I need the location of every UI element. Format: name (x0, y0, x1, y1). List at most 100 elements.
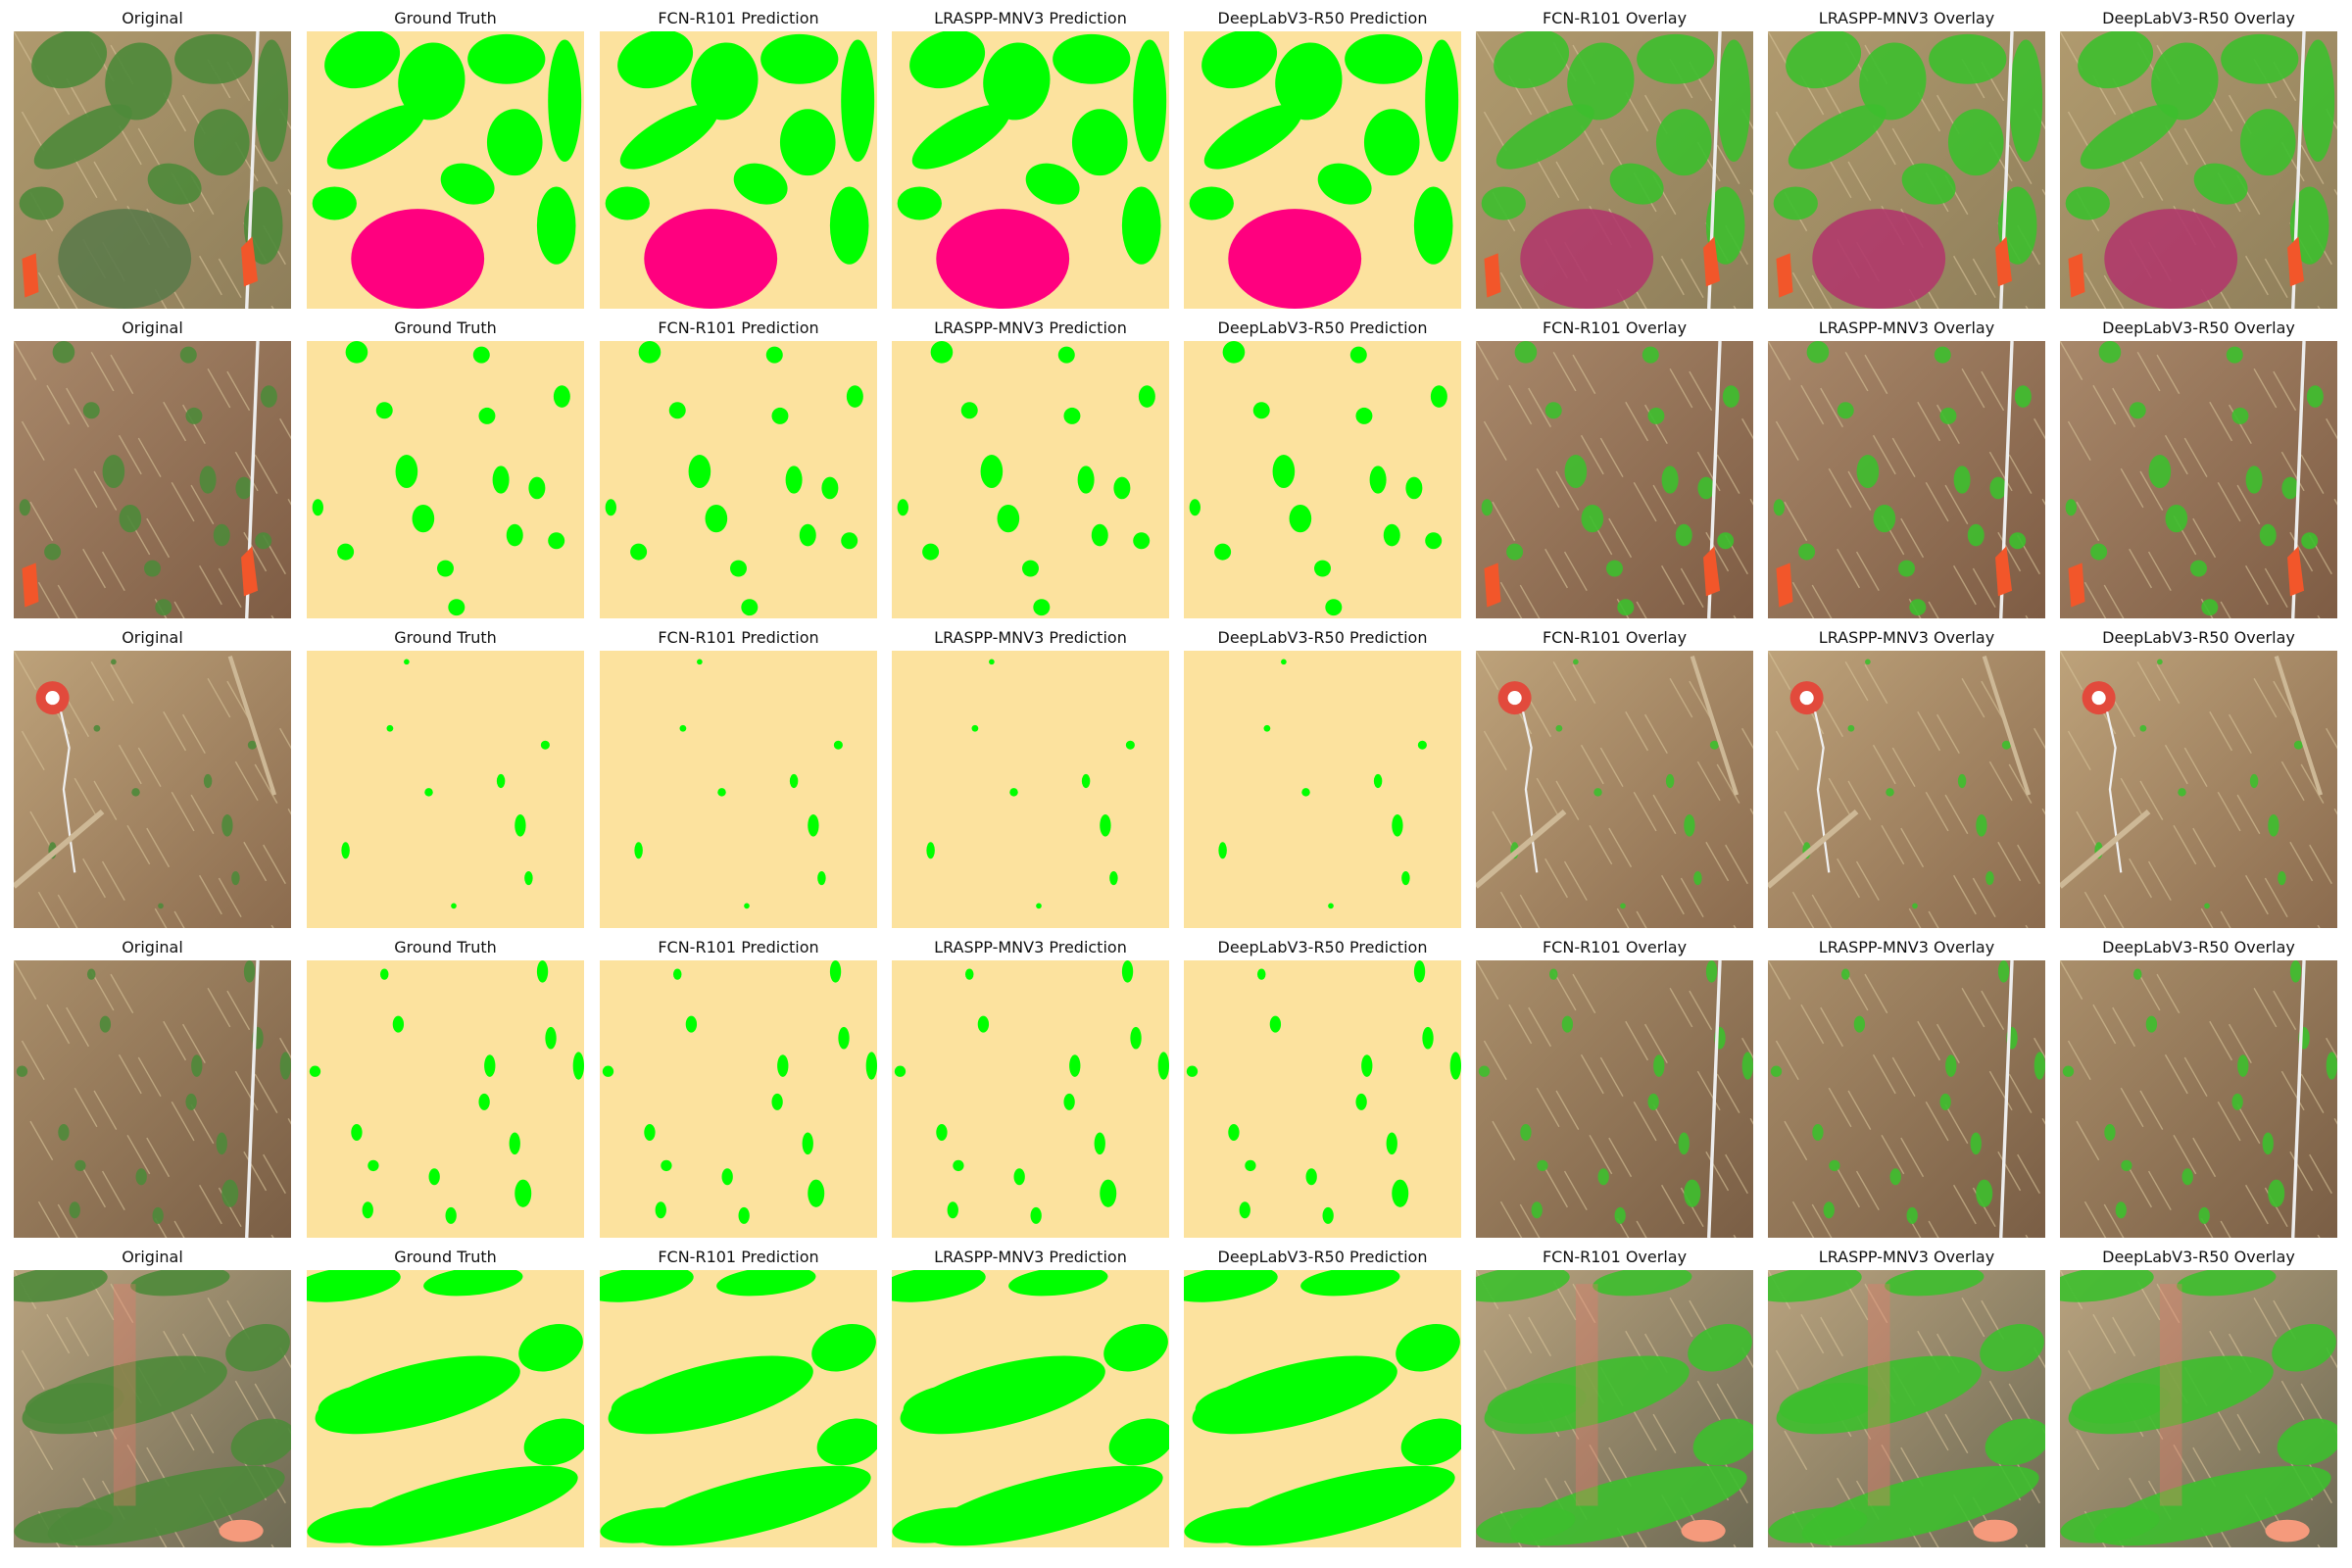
crop-region (260, 385, 277, 408)
overlay-image (1768, 31, 2045, 309)
field-photo-background (1768, 960, 2045, 1238)
panel-title: DeepLabV3-R50 Prediction (1217, 628, 1428, 647)
weed-region (351, 209, 485, 309)
crop-region (779, 109, 836, 176)
crop-region (2221, 33, 2299, 84)
crop-region (777, 1054, 789, 1077)
crop-region (1573, 659, 1579, 665)
crop-region (179, 346, 197, 364)
crop-region (1081, 773, 1091, 789)
panel-title: DeepLabV3-R50 Overlay (2102, 628, 2295, 647)
background-class-region (1184, 960, 1461, 1238)
panel-title: DeepLabV3-R50 Overlay (2102, 318, 2295, 337)
crop-region (1157, 1052, 1169, 1080)
crop-region (2193, 163, 2248, 205)
crop-region (478, 407, 496, 424)
orange-flag (1703, 546, 1721, 597)
crop-region (1957, 773, 1967, 789)
crop-region (572, 1052, 584, 1080)
crop-region (44, 543, 62, 561)
crop-region (225, 1324, 290, 1372)
panel-mask: LRASPP-MNV3 Prediction (892, 937, 1169, 1238)
field-photo-image (14, 1270, 291, 1547)
panel-mask: DeepLabV3-R50 Prediction (1184, 937, 1461, 1238)
panel-title: Original (122, 938, 183, 956)
crop-region (1779, 1382, 1879, 1424)
crop-region (1201, 31, 1278, 89)
red-paint-marking (1575, 1284, 1598, 1506)
crop-region (216, 1132, 227, 1155)
crop-region (1373, 773, 1383, 789)
overlay-image (2060, 960, 2337, 1238)
panel-mask: LRASPP-MNV3 Prediction (892, 318, 1169, 618)
crop-region (1478, 1065, 1491, 1077)
weed-region (644, 209, 778, 309)
crop-region (1697, 476, 1715, 500)
panel-mask: Ground Truth (307, 318, 584, 618)
crop-region (1094, 1132, 1105, 1155)
crop-region (2198, 1206, 2210, 1224)
crop-region (1593, 788, 1602, 797)
crop-region (548, 39, 582, 163)
crop-region (1133, 39, 1167, 163)
crop-region (833, 740, 843, 750)
crop-region (445, 1206, 457, 1224)
salmon-flag (2265, 1519, 2310, 1543)
panel-mask: FCN-R101 Prediction (600, 627, 877, 928)
crop-region (362, 1201, 373, 1219)
crop-region (1886, 788, 1894, 797)
crop-region (2262, 1132, 2274, 1155)
crop-region (33, 104, 132, 170)
crop-region (514, 1179, 532, 1207)
crop-region (892, 1507, 992, 1544)
panel-mask: FCN-R101 Prediction (600, 937, 877, 1238)
crop-region (716, 1270, 816, 1297)
red-paint-marking (113, 1284, 136, 1506)
crop-region (785, 466, 803, 494)
crop-region (144, 560, 161, 577)
crop-region (2165, 504, 2188, 533)
panel-mask: DeepLabV3-R50 Prediction (1184, 318, 1461, 618)
crop-region (1289, 504, 1312, 533)
crop-region (185, 1093, 197, 1110)
crop-region (1980, 1324, 2044, 1372)
white-pole (2291, 960, 2306, 1238)
crop-region (545, 1026, 557, 1050)
crop-region (730, 560, 747, 577)
crop-region (243, 186, 283, 265)
crop-region (638, 341, 662, 364)
crop-region (14, 1270, 108, 1302)
panel-overlay: LRASPP-MNV3 Overlay (1768, 8, 2045, 309)
wooden-stick (227, 656, 277, 796)
panel-mask: Ground Truth (307, 627, 584, 928)
crop-region (1655, 109, 1712, 176)
panel-photo: Original (14, 318, 291, 618)
panel-title: LRASPP-MNV3 Overlay (1818, 938, 1995, 956)
crop-region (247, 740, 257, 750)
crop-region (1873, 504, 1896, 533)
crop-region (1947, 109, 2004, 176)
crop-region (1705, 186, 1745, 265)
crop-region (2034, 1052, 2045, 1080)
crop-region (1214, 543, 1232, 561)
orange-flag (22, 563, 39, 608)
crop-region (1665, 773, 1675, 789)
crop-region (496, 773, 506, 789)
crop-region (1514, 341, 1538, 364)
crop-region (185, 407, 203, 424)
crop-region (1383, 523, 1400, 547)
crop-region (697, 659, 703, 665)
segmentation-mask-image (892, 960, 1169, 1238)
crop-region (1386, 1132, 1397, 1155)
crop-region (1984, 1418, 2045, 1466)
crop-region (1487, 1382, 1587, 1424)
panel-overlay: DeepLabV3-R50 Overlay (2060, 8, 2337, 309)
wooden-stick (2060, 808, 2151, 889)
crop-region (2001, 740, 2011, 750)
crop-region (243, 960, 256, 983)
crop-region (1349, 346, 1367, 364)
panel-title: FCN-R101 Overlay (1542, 9, 1688, 27)
crop-region (1829, 1159, 1840, 1172)
crop-region (1009, 788, 1018, 797)
crop-region (1328, 903, 1334, 909)
